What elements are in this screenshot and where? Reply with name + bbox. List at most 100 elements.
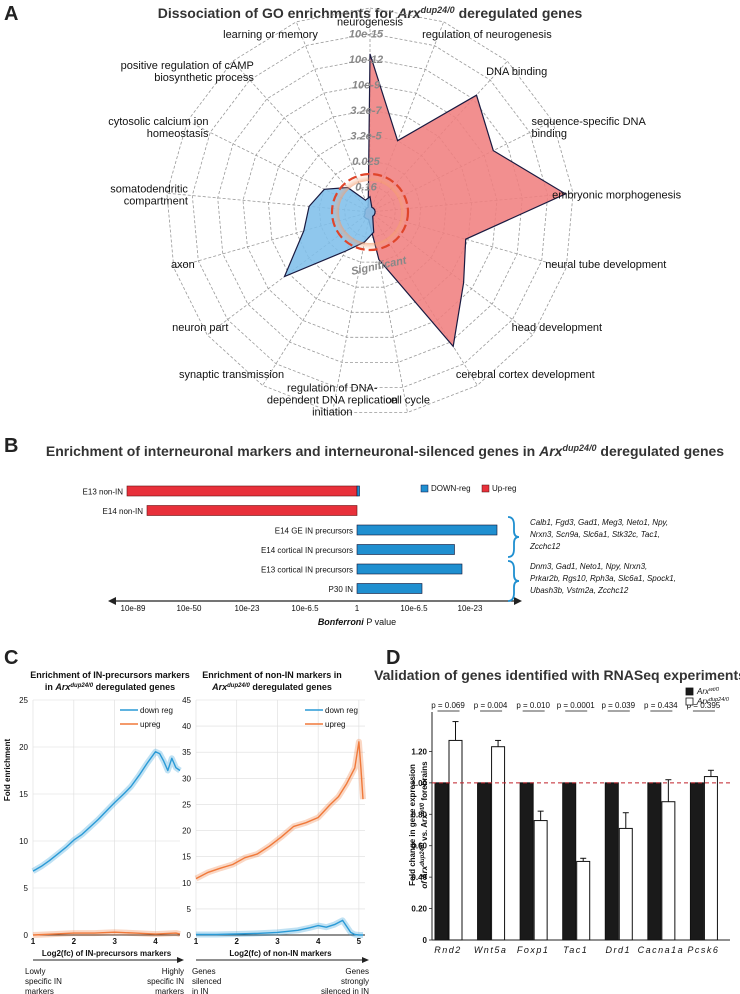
radar-axis-label: cerebral cortex development: [456, 369, 595, 381]
b-tick-label: 10e-23: [235, 604, 260, 613]
bar-category-label: E14 cortical IN precursors: [261, 546, 353, 555]
bar-wt: [519, 782, 534, 941]
radar-axis-label: positive regulation of cAMP biosynthetic …: [121, 60, 255, 84]
panel-d-title: Validation of genes identified with RNAS…: [374, 667, 740, 683]
y-tick-label: 35: [182, 748, 191, 757]
category-label: Wnt5a: [474, 945, 508, 955]
gene-list-line: Prkar2b, Rgs10, Rph3a, Slc6a1, Spock1,: [530, 574, 676, 583]
note-left: markers: [25, 987, 54, 994]
y-tick-label: 25: [19, 696, 28, 705]
radar-axis-label: neurogenesis: [337, 16, 404, 28]
radar-ring-label: 3.2e-7: [350, 105, 382, 117]
bar-category-label: E13 cortical IN precursors: [261, 566, 353, 575]
x-tick-label: 2: [234, 937, 239, 946]
radar-spoke: [332, 211, 371, 413]
plot-area: [196, 700, 365, 935]
radar-axis-label: regulation of neurogenesis: [422, 29, 552, 41]
y-tick-label: 45: [182, 696, 191, 705]
panel-b-title: Enrichment of interneuronal markers and …: [46, 443, 724, 459]
category-label: Cacna1a: [638, 945, 685, 955]
radar-ring: [318, 160, 422, 263]
radar-spoke: [262, 211, 371, 386]
x-tick-label: 4: [153, 937, 158, 946]
bar-wt: [647, 782, 662, 941]
y-tick-label: 5: [187, 905, 192, 914]
radar-ring: [217, 58, 523, 363]
p-value-label: p = 0.434: [644, 701, 678, 710]
bar-downreg: [356, 524, 498, 536]
bar-upreg: [126, 485, 358, 497]
y-tick-label: 0.80: [411, 810, 427, 819]
radar-spoke: [173, 211, 371, 269]
radar-ring: [166, 7, 574, 413]
radar-axis-label: embryonic morphogenesis: [552, 189, 682, 201]
note-right: markers: [155, 987, 184, 994]
note-left: Genes: [192, 967, 216, 976]
y-tick-label: 0.20: [411, 905, 427, 914]
bar-category-label: E13 non-IN: [83, 488, 124, 497]
b-tick-label: 10e-6.5: [400, 604, 428, 613]
radar-spoke: [295, 21, 371, 213]
gene-list-line: Dnm3, Gad1, Neto1, Npy, Nrxn3,: [530, 562, 647, 571]
category-label: Pcsk6: [687, 945, 719, 955]
radar-ring-label: 0.16: [355, 182, 377, 194]
x-tick-label: 3: [275, 937, 280, 946]
series-line: [195, 741, 364, 880]
gene-list-line: Zcchc12: [529, 542, 561, 551]
panel-d-letter: D: [386, 647, 400, 669]
note-right: specific IN: [147, 977, 184, 986]
x-axis-label: Log2(fc) of non-IN markers: [229, 949, 332, 958]
panel-b-xlabel: Bonferroni P value: [318, 617, 396, 627]
bar-category-label: P30 IN: [329, 585, 354, 594]
panel-c: C Enrichment of IN-precursors markers in…: [3, 647, 369, 994]
radar-series: [283, 53, 567, 348]
legend-label: upreg: [325, 720, 345, 729]
y-tick-label: 1.00: [411, 779, 427, 788]
legend-label: Arxwt/0: [696, 687, 720, 696]
radar-ring: [191, 33, 549, 388]
b-tick-label: 10e-6.5: [291, 604, 319, 613]
b-tick-label: 10e-50: [177, 604, 202, 613]
bar-dup: [533, 820, 548, 941]
p-value-label: p = 0.010: [516, 701, 550, 710]
category-label: Tac1: [563, 945, 588, 955]
radar-ring-label: 3.2e-5: [350, 131, 382, 143]
panel-b-legend: DOWN-reg Up-reg: [420, 484, 516, 493]
c-left-chart: 0 5 10 15 20 25 1 2 3 4 down reg upreg Log2(fc) of I…: [19, 696, 184, 994]
b-axis-arrow-right: [514, 597, 522, 605]
radar-axis-label: neuron part: [172, 322, 228, 334]
radar-spoke: [232, 60, 371, 213]
radar-ring-label: 10e-12: [349, 54, 383, 66]
bar-dup: [576, 860, 591, 941]
legend-label: down reg: [325, 706, 358, 715]
y-tick-label: 20: [182, 827, 191, 836]
y-tick-label: 15: [182, 853, 191, 862]
bar-downreg: [356, 544, 455, 555]
legend-label: upreg: [140, 720, 160, 729]
significance-circle: [330, 172, 410, 252]
radar-axis-label: head development: [512, 322, 603, 334]
p-value-label: p = 0.069: [431, 701, 465, 710]
d-ylabel-1: Fold change in gene expression: [408, 764, 417, 886]
bar-dup: [703, 776, 718, 941]
radar-axis-label: axon: [171, 259, 195, 271]
radar-axis-label: DNA binding: [486, 66, 547, 78]
c-right-title-2: Arxdup24/0 deregulated genes: [211, 682, 332, 692]
radar-spoke: [369, 21, 445, 213]
panel-d-chart: 0 0.20 0.40 0.60 0.80 1.00 1.20 p = 0.069 Rnd2 p …: [411, 687, 730, 955]
note-left: Lowly: [25, 967, 45, 976]
bar-wt: [604, 782, 619, 941]
panel-c-letter: C: [4, 647, 18, 669]
panel-b-gene-lists: Calb1, Fgd3, Gad1, Meg3, Neto1, Npy, Nrxn…: [507, 516, 676, 602]
radar-axis-label: cell cycle: [385, 394, 430, 406]
legend-label: Arxdup24/0: [696, 697, 730, 706]
radar-axis-label: neural tube development: [545, 259, 666, 271]
gene-list-line: Ubash3b, Vstm2a, Zcchc12: [530, 586, 629, 595]
note-left: specific IN: [25, 977, 62, 986]
panel-b-bars: E13 non-IN E14 non-IN E14 GE IN precursors…: [83, 485, 498, 594]
legend-up-label: Up-reg: [492, 484, 516, 493]
c-left-ylabel: Fold enrichment: [3, 739, 12, 802]
plot-area: [33, 700, 180, 935]
note-right: Highly: [162, 967, 184, 976]
bar-upreg: [146, 505, 358, 516]
